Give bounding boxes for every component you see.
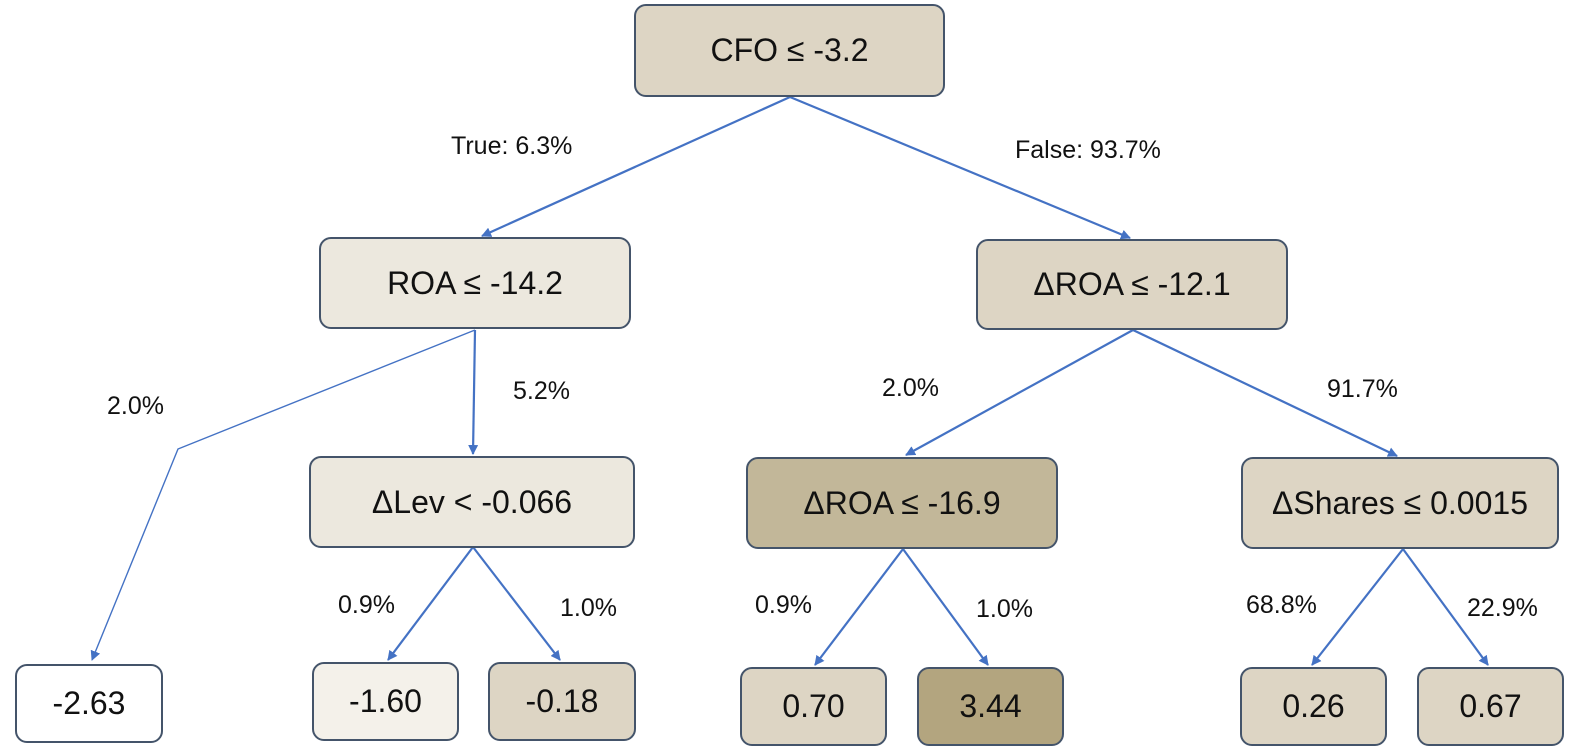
edge-lev-to-leaf-b xyxy=(387,546,474,661)
edge-label-droa-right: 91.7% xyxy=(1327,375,1398,403)
edge-droa-to-droa2 xyxy=(905,329,1134,456)
node-delta-shares: ΔShares ≤ 0.0015 xyxy=(1241,457,1559,549)
edge-shares-to-leaf-f xyxy=(1311,548,1404,666)
edge-root-to-droa xyxy=(789,95,1131,240)
leaf-node-c: -0.18 xyxy=(488,662,636,741)
edge-droa2-to-leaf-e xyxy=(902,548,989,666)
edge-roa-to-lev xyxy=(468,329,479,455)
edge-label-droa-left: 2.0% xyxy=(882,374,939,402)
node-delta-lev: ΔLev < -0.066 xyxy=(309,456,635,548)
leaf-node-e: 3.44 xyxy=(917,667,1064,746)
edge-label-lev-right: 1.0% xyxy=(560,594,617,622)
leaf-node-f: 0.26 xyxy=(1240,667,1387,746)
edge-label-shares-right: 22.9% xyxy=(1467,594,1538,622)
edge-label-roa-right: 5.2% xyxy=(513,377,570,405)
node-delta-roa: ΔROA ≤ -12.1 xyxy=(976,239,1288,330)
edge-label-shares-left: 68.8% xyxy=(1246,591,1317,619)
edge-shares-to-leaf-g xyxy=(1402,548,1489,666)
leaf-node-d: 0.70 xyxy=(740,667,887,746)
node-root-cfo: CFO ≤ -3.2 xyxy=(634,4,945,97)
edge-lev-to-leaf-c xyxy=(472,546,561,661)
node-roa: ROA ≤ -14.2 xyxy=(319,237,631,329)
edge-label-lev-left: 0.9% xyxy=(338,591,395,619)
node-delta-roa-2: ΔROA ≤ -16.9 xyxy=(746,457,1058,549)
leaf-node-g: 0.67 xyxy=(1417,667,1564,746)
edge-droa-to-shares xyxy=(1132,329,1398,457)
edge-label-droa2-right: 1.0% xyxy=(976,595,1033,623)
edge-label-roa-left: 2.0% xyxy=(107,392,164,420)
edge-label-root-true: True: 6.3% xyxy=(451,132,573,160)
edge-label-droa2-left: 0.9% xyxy=(755,591,812,619)
leaf-node-b: -1.60 xyxy=(312,662,459,741)
edge-droa2-to-leaf-d xyxy=(814,548,904,666)
edge-roa-to-leaf-a xyxy=(90,329,476,661)
leaf-node-a: -2.63 xyxy=(15,664,163,743)
edge-label-root-false: False: 93.7% xyxy=(1015,136,1161,164)
edge-root-to-roa xyxy=(481,95,791,238)
